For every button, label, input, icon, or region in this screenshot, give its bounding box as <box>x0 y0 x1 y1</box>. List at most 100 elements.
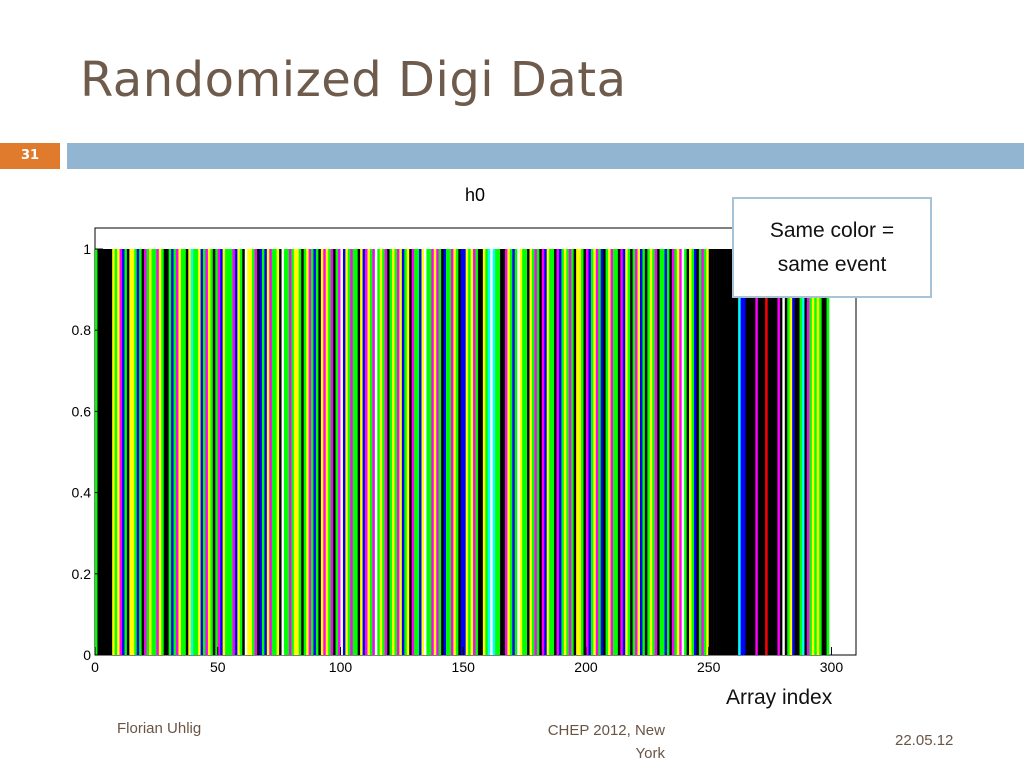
histogram-bar <box>200 249 204 655</box>
x-tick-label: 50 <box>210 659 226 675</box>
footer-author: Florian Uhlig <box>117 720 202 737</box>
histogram-bar <box>519 249 523 655</box>
histogram-bar <box>247 249 250 655</box>
histogram-bar <box>512 249 516 655</box>
histogram-bar <box>777 249 781 655</box>
histogram-bar <box>689 249 692 655</box>
histogram-bar <box>342 249 346 655</box>
histogram-bar <box>362 249 366 655</box>
chart-title: h0 <box>465 185 485 205</box>
histogram-bar <box>686 249 690 655</box>
histogram-bar <box>411 249 415 655</box>
histogram-bar <box>95 249 98 655</box>
histogram-bar <box>468 249 471 655</box>
bar-group <box>95 249 830 655</box>
histogram-bar <box>765 249 768 655</box>
histogram-bar <box>482 249 486 655</box>
histogram-bar <box>367 249 371 655</box>
histogram-bar <box>698 249 702 655</box>
histogram-bar <box>345 249 349 655</box>
y-tick-label: 0.8 <box>72 322 92 338</box>
histogram-bar <box>701 249 705 655</box>
histogram-bar <box>551 249 555 655</box>
histogram-bar <box>760 249 764 655</box>
x-tick-label: 100 <box>329 659 353 675</box>
histogram-bar <box>801 249 805 655</box>
histogram-bar <box>816 249 820 655</box>
x-tick-label: 200 <box>574 659 598 675</box>
histogram-bar <box>153 249 157 655</box>
histogram-bar <box>284 249 287 655</box>
histogram-bar <box>404 249 408 655</box>
histogram-bar <box>679 249 682 655</box>
histogram-bar <box>465 249 469 655</box>
histogram-bar <box>649 249 653 655</box>
histogram-bar <box>455 249 459 655</box>
histogram-bar <box>119 249 123 655</box>
histogram-bar <box>804 249 808 655</box>
histogram-bar <box>198 249 201 655</box>
histogram-bar <box>522 249 525 655</box>
histogram-bar <box>320 249 324 655</box>
histogram-bar <box>674 249 678 655</box>
histogram-bar <box>576 249 579 655</box>
histogram-bar <box>365 249 368 655</box>
histogram-bar <box>630 249 633 655</box>
histogram-bar <box>207 249 211 655</box>
histogram-bar <box>605 249 609 655</box>
histogram-bar <box>124 249 128 655</box>
histogram-bar <box>819 249 822 655</box>
histogram-bar <box>315 249 319 655</box>
histogram-bar <box>433 249 437 655</box>
histogram-bar <box>517 249 520 655</box>
histogram-bar <box>441 249 444 655</box>
histogram-bar <box>797 249 800 655</box>
histogram-bar <box>639 249 643 655</box>
histogram-bar <box>504 249 508 655</box>
histogram-bar <box>593 249 597 655</box>
histogram-bar <box>217 249 221 655</box>
histogram-bar <box>752 249 756 655</box>
histogram-bar <box>330 249 334 655</box>
histogram-bar <box>740 249 744 655</box>
histogram-bar <box>681 249 685 655</box>
histogram-bar <box>750 249 754 655</box>
x-tick-label: 250 <box>697 659 721 675</box>
histogram-bar <box>558 249 562 655</box>
histogram-bar <box>622 249 626 655</box>
histogram-bar <box>713 249 717 655</box>
histogram-bar <box>244 249 248 655</box>
legend-callout: Same color = same event <box>732 197 932 298</box>
histogram-bar <box>774 249 778 655</box>
histogram-bar <box>311 249 314 655</box>
histogram-bar <box>220 249 223 655</box>
histogram-bar <box>676 249 680 655</box>
histogram-bar <box>384 249 388 655</box>
histogram-bar <box>276 249 280 655</box>
histogram-bar <box>266 249 270 655</box>
histogram-bar <box>303 249 307 655</box>
histogram-bar <box>684 249 687 655</box>
histogram-bar <box>131 249 135 655</box>
histogram-bar <box>617 249 621 655</box>
histogram-bar <box>612 249 616 655</box>
histogram-bar <box>495 249 498 655</box>
histogram-bar <box>443 249 447 655</box>
histogram-bar <box>269 249 273 655</box>
histogram-bar <box>141 249 145 655</box>
histogram-bar <box>615 249 619 655</box>
histogram-bar <box>203 249 206 655</box>
histogram-bar <box>279 249 282 655</box>
histogram-bar <box>338 249 341 655</box>
histogram-bar <box>600 249 604 655</box>
histogram-bar <box>350 249 354 655</box>
histogram-bar <box>789 249 793 655</box>
histogram-bar <box>767 249 771 655</box>
histogram-bar <box>374 249 378 655</box>
histogram-bar <box>595 249 599 655</box>
histogram-bar <box>782 249 786 655</box>
histogram-bar <box>396 249 400 655</box>
histogram-bar <box>527 249 530 655</box>
histogram-bar <box>146 249 150 655</box>
histogram-bar <box>784 249 788 655</box>
